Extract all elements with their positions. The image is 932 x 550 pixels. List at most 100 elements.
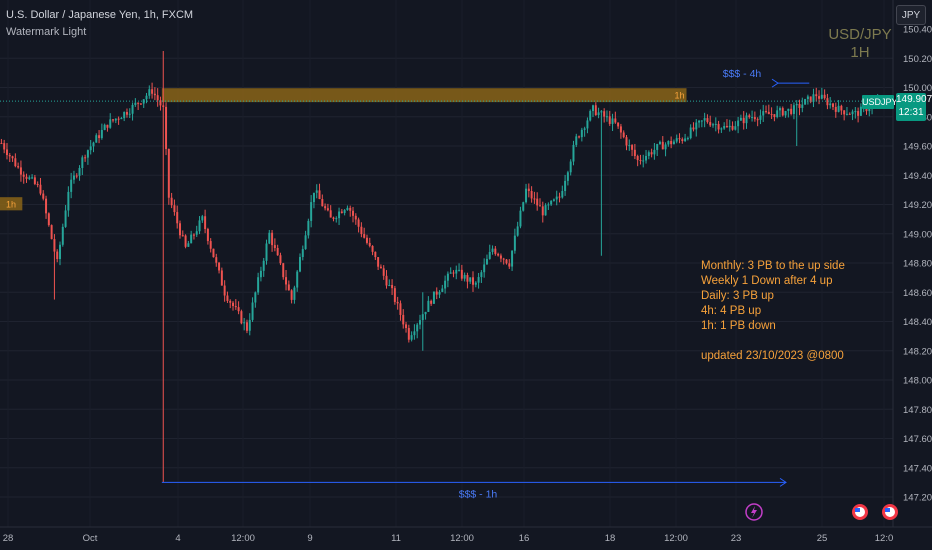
candle-body [508, 263, 511, 267]
candle-body [402, 314, 405, 325]
candle-body [50, 225, 53, 240]
symbol-price-label: USDJPY [862, 95, 898, 109]
candle-body [469, 277, 472, 282]
candle-body [441, 288, 444, 292]
candle-body [332, 217, 335, 219]
candle-body [156, 95, 159, 101]
candle-body [712, 124, 714, 126]
candle-body [818, 96, 821, 99]
candle-body [377, 257, 380, 267]
currency-button[interactable]: JPY [896, 5, 926, 25]
current-price-label: 149.907 12:31 [896, 93, 932, 121]
candle-body [279, 255, 282, 264]
candle-body [868, 108, 871, 112]
candle-body [36, 183, 39, 185]
candle-body [538, 205, 541, 207]
candle-body [564, 180, 567, 191]
candle-body [544, 205, 547, 216]
candle-body [338, 211, 341, 219]
arrow-right-icon [771, 78, 779, 88]
candle-body [123, 112, 126, 119]
watermark: USD/JPY 1H [820, 26, 900, 62]
candle-body [569, 161, 572, 173]
candle-body [656, 144, 659, 150]
time-axis[interactable]: 28 Oct 4 12:00 9 11 12:00 16 18 12:00 23 25 12:0 [0, 526, 932, 544]
candle-body [273, 245, 276, 248]
candle-body [22, 174, 25, 177]
time-tick: Oct [83, 533, 98, 544]
candle-body [519, 210, 522, 227]
candle-body [491, 248, 494, 252]
candle-body [89, 146, 92, 151]
candle-body [254, 292, 257, 303]
candle-body [371, 245, 374, 252]
candle-body [516, 226, 519, 236]
candle-body [605, 116, 608, 118]
zone-label: 1h [6, 199, 16, 209]
candle-body [837, 105, 840, 112]
candle-body [463, 275, 466, 279]
candle-body [645, 155, 648, 161]
candle-body [301, 249, 304, 258]
candle-body [809, 96, 812, 102]
candle-body [212, 248, 215, 258]
analysis-notes: Monthly: 3 PB to the up side Weekly 1 Do… [701, 259, 845, 364]
candle-body [382, 268, 385, 276]
candle-body [603, 111, 606, 117]
candle-body [159, 100, 162, 106]
price-tick: 150.200 [903, 54, 932, 65]
candle-body [628, 145, 631, 147]
price-tick: 150.400 [903, 25, 932, 36]
candle-body [597, 112, 600, 116]
candle-body [765, 111, 768, 113]
candle-body [499, 255, 502, 259]
candle-body [170, 197, 173, 206]
candle-body [75, 175, 78, 177]
candle-body [296, 271, 299, 288]
candle-body [594, 105, 597, 116]
time-tick: 25 [817, 533, 828, 544]
note-line: 1h: 1 PB down [701, 320, 776, 332]
candle-body [268, 232, 271, 244]
candle-body [653, 149, 656, 155]
candle-body [684, 138, 687, 142]
candle-body [812, 94, 815, 102]
candle-body [770, 114, 773, 116]
candle-body [759, 115, 762, 120]
candle-body [201, 216, 204, 221]
indicator-label[interactable]: Watermark Light [6, 26, 87, 38]
candle-body [329, 210, 332, 218]
candle-body [698, 120, 701, 123]
candle-body [265, 243, 268, 261]
candle-body [218, 262, 221, 271]
candle-body [28, 177, 31, 179]
candle-body [631, 145, 634, 150]
candle-body [33, 177, 36, 184]
candle-body [128, 113, 131, 115]
candle-body [798, 104, 801, 108]
candle-body [806, 96, 809, 100]
candle-body [81, 157, 84, 168]
candle-body [324, 206, 327, 209]
candle-body [365, 237, 368, 243]
candle-body [505, 259, 508, 264]
price-tick: 147.800 [903, 405, 932, 416]
candle-body [530, 190, 533, 199]
candle-body [137, 102, 140, 104]
candle-body [578, 136, 581, 138]
candle-body [795, 104, 798, 106]
us-flag-canton-icon [855, 508, 860, 512]
candle-body [142, 99, 145, 104]
candle-body [600, 111, 603, 113]
candle-body [522, 202, 525, 211]
candle-body [851, 111, 854, 115]
time-tick: 28 [3, 533, 14, 544]
annotation-label: $$$ - 4h [723, 68, 762, 80]
time-tick: 11 [391, 533, 401, 544]
candle-body [778, 108, 781, 111]
zone [0, 197, 23, 211]
candle-body [234, 306, 237, 308]
bar-countdown: 12:31 [898, 107, 924, 118]
candle-body [209, 241, 212, 249]
